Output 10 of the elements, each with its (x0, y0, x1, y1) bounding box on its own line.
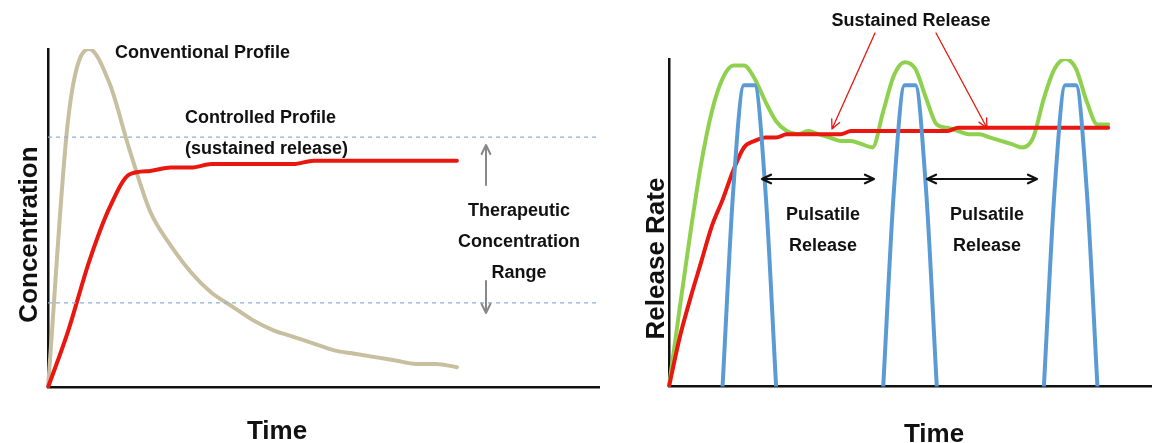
annotation: Pulsatile Release (949, 203, 1025, 257)
series-label: Controlled Profile (sustained release) (185, 106, 350, 160)
annotation: Pulsatile Release (785, 203, 861, 257)
annotation: Therapeutic Concentration Range (457, 199, 581, 284)
y-axis-title: Release Rate (639, 176, 671, 342)
series-label: Conventional Profile (115, 41, 292, 64)
x-axis-title: Time (902, 418, 966, 443)
text: Sustained Release (830, 9, 992, 32)
y-axis-title: Concentration (12, 145, 44, 325)
x-axis-title: Time (245, 415, 309, 443)
